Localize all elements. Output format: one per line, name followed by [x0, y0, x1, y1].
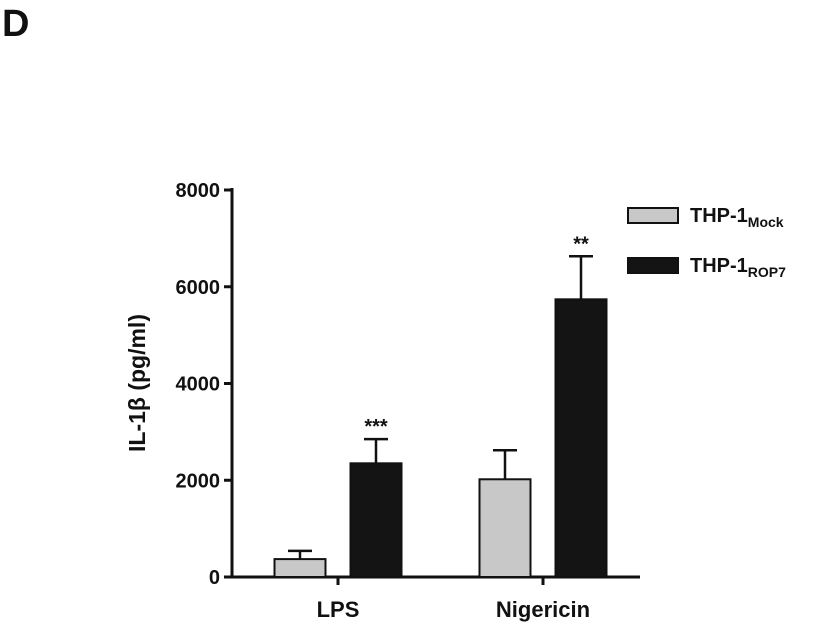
significance-label: ***	[364, 416, 388, 438]
significance-label: **	[573, 233, 589, 255]
y-axis-label: IL-1β (pg/ml)	[124, 314, 150, 452]
legend-swatch	[627, 207, 679, 224]
y-tick-label: 4000	[176, 374, 221, 396]
y-tick-label: 8000	[176, 180, 221, 202]
panel-label: D	[2, 3, 29, 45]
bar	[554, 298, 608, 578]
bar	[349, 462, 403, 579]
error-bar	[364, 437, 388, 464]
legend-subscript: ROP7	[748, 264, 786, 280]
error-bar	[569, 255, 593, 300]
y-tick-label: 0	[209, 567, 220, 589]
y-tick-label: 6000	[176, 277, 221, 299]
legend-subscript: Mock	[748, 214, 784, 230]
x-tick-label: Nigericin	[496, 597, 590, 622]
legend-name: THP-1	[690, 255, 748, 277]
bar	[273, 558, 327, 579]
legend-name: THP-1	[690, 205, 748, 227]
legend-swatch	[627, 257, 679, 274]
y-tick-label: 2000	[176, 470, 221, 492]
legend-label: THP-1ROP7	[690, 255, 786, 280]
legend-label: THP-1Mock	[690, 205, 784, 230]
bar	[478, 478, 532, 578]
error-bar	[288, 549, 312, 560]
x-tick-label: LPS	[317, 597, 360, 622]
error-bar	[493, 449, 517, 480]
